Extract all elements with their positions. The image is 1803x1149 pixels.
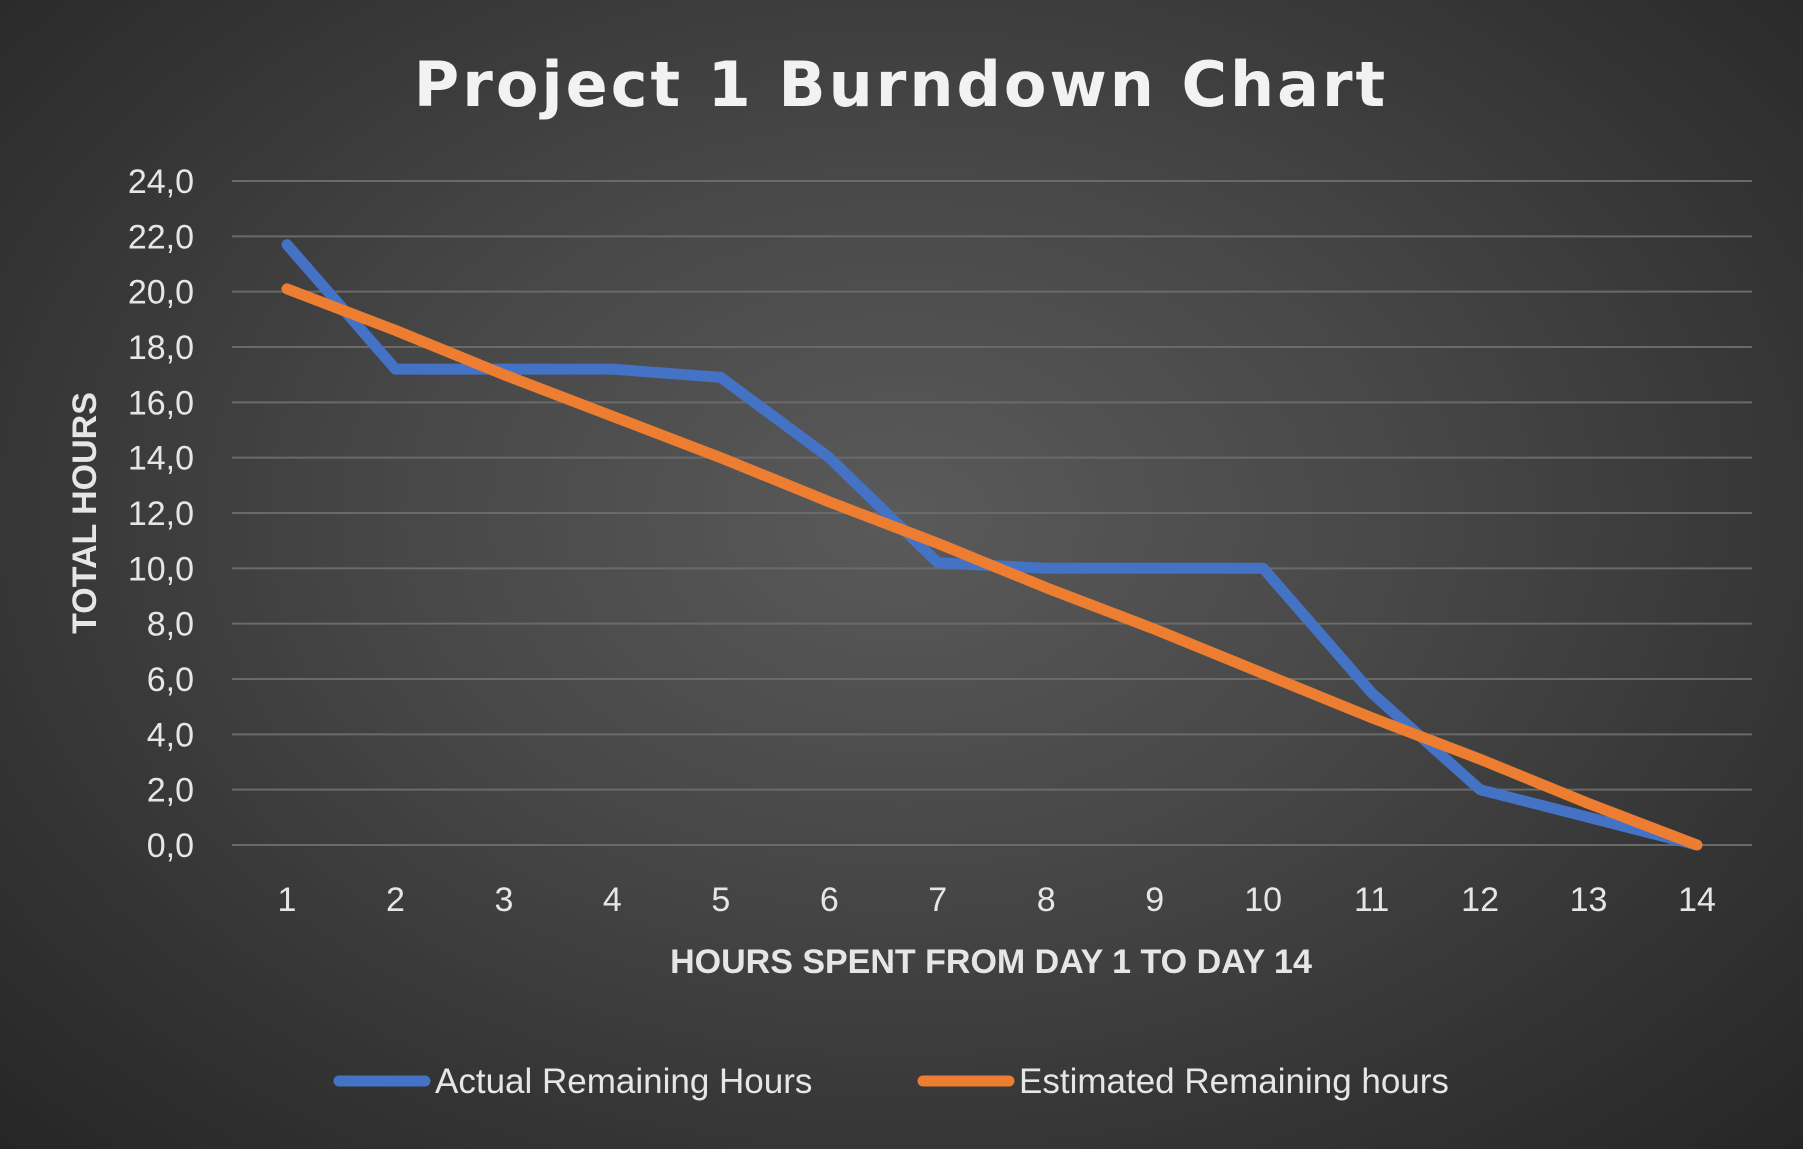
legend-item-estimated: Estimated Remaining hours — [917, 1062, 1449, 1101]
legend-item-actual: Actual Remaining Hours — [333, 1062, 812, 1101]
y-tick-label: 16,0 — [128, 384, 194, 422]
chart-title: Project 1 Burndown Chart — [414, 48, 1388, 121]
y-tick-label: 2,0 — [147, 772, 194, 810]
x-tick-label: 11 — [1354, 881, 1389, 919]
y-tick-label: 18,0 — [128, 329, 194, 367]
y-tick-label: 6,0 — [147, 661, 194, 699]
gridlines — [232, 180, 1752, 846]
x-tick-label: 10 — [1244, 881, 1282, 919]
y-tick-label: 24,0 — [128, 163, 194, 201]
x-tick-label: 13 — [1570, 881, 1608, 919]
x-tick-label: 7 — [928, 881, 947, 919]
y-tick-label: 14,0 — [128, 440, 194, 478]
y-tick-label: 4,0 — [147, 716, 194, 754]
x-tick-label: 3 — [494, 881, 513, 919]
y-tick-label: 8,0 — [147, 606, 194, 644]
x-tick-label: 12 — [1461, 881, 1499, 919]
series-line-actual — [281, 239, 1703, 851]
y-tick-label: 0,0 — [147, 827, 194, 865]
x-tick-label: 1 — [278, 881, 297, 919]
y-tick-label: 20,0 — [128, 274, 194, 312]
x-tick-label: 8 — [1037, 881, 1056, 919]
legend: Actual Remaining Hours Estimated Remaini… — [333, 1062, 1449, 1101]
legend-label-actual: Actual Remaining Hours — [435, 1062, 812, 1101]
y-axis-ticks: 0,0 2,0 4,0 6,0 8,0 10,0 12,0 14,0 16,0 18,0 20,0 2… — [128, 163, 194, 865]
x-tick-label: 4 — [603, 881, 622, 919]
series-line-estimated — [281, 283, 1703, 851]
y-axis-title: TOTAL HOURS — [66, 392, 104, 634]
y-tick-label: 12,0 — [128, 495, 194, 533]
series-lines — [281, 239, 1703, 851]
legend-label-estimated: Estimated Remaining hours — [1019, 1062, 1449, 1101]
y-tick-label: 10,0 — [128, 550, 194, 588]
x-tick-label: 5 — [711, 881, 730, 919]
x-tick-label: 9 — [1145, 881, 1164, 919]
x-axis-ticks: 1 2 3 4 5 6 7 8 9 10 11 12 13 14 — [278, 881, 1716, 919]
x-tick-label: 14 — [1678, 881, 1716, 919]
x-tick-label: 6 — [820, 881, 839, 919]
x-axis-title: HOURS SPENT FROM DAY 1 TO DAY 14 — [670, 943, 1312, 981]
x-tick-label: 2 — [386, 881, 405, 919]
y-tick-label: 22,0 — [128, 218, 194, 256]
